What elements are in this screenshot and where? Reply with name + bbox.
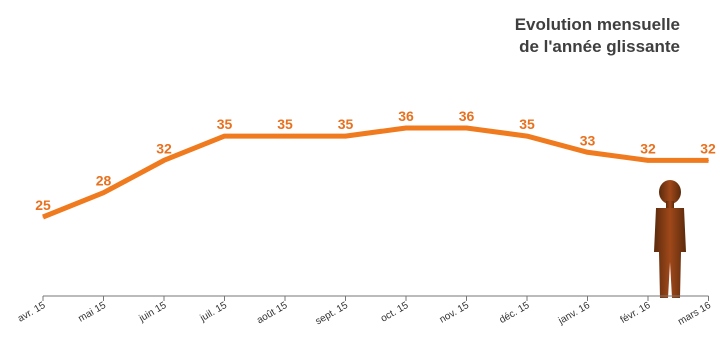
x-tick-label: févr. 16 (619, 300, 653, 326)
data-label: 32 (700, 140, 716, 156)
data-point (708, 159, 709, 161)
data-point (163, 159, 165, 161)
x-tick-label: oct. 15 (379, 300, 411, 325)
x-tick-label: nov. 15 (438, 300, 472, 326)
data-label: 32 (640, 140, 656, 156)
data-labels: 25 28 32 35 35 35 36 36 35 33 32 32 (35, 108, 716, 213)
chart-title: Evolution mensuelle de l'année glissante (515, 14, 680, 58)
data-label: 28 (96, 173, 112, 189)
data-label: 35 (338, 116, 354, 132)
data-label: 36 (398, 108, 414, 124)
data-label: 33 (580, 132, 596, 148)
data-point (587, 151, 588, 153)
person-silhouette-icon (654, 180, 686, 298)
data-label: 35 (217, 116, 233, 132)
chart-title-line-1: Evolution mensuelle (514, 15, 680, 34)
x-tick-label: avr. 15 (16, 300, 48, 325)
data-point (224, 135, 225, 137)
x-tick-label: mai 15 (77, 300, 109, 325)
x-tick-label: mars 16 (676, 300, 713, 328)
x-tick-label: janv. 16 (556, 300, 592, 327)
data-label: 25 (35, 197, 51, 213)
x-tick-label: déc. 15 (498, 300, 532, 326)
series-line-group (42, 125, 709, 220)
chart-title-line-2: de l'année glissante (519, 37, 680, 56)
x-tick-label: juin 15 (137, 300, 169, 325)
x-axis: avr. 15 mai 15 juin 15 juil. 15 août 15 sept.… (16, 295, 713, 328)
data-point (405, 127, 407, 129)
data-label: 36 (459, 108, 475, 124)
data-point (345, 135, 346, 137)
series-line (42, 125, 709, 220)
data-label: 32 (156, 140, 172, 156)
data-label: 35 (519, 116, 535, 132)
x-tick-label: juil. 15 (198, 300, 230, 325)
data-label: 35 (277, 116, 293, 132)
data-point (42, 216, 44, 218)
x-tick-label: août 15 (255, 300, 290, 326)
data-point (103, 192, 104, 194)
data-point (526, 135, 528, 137)
data-point (466, 127, 467, 129)
data-point (284, 135, 286, 137)
x-tick-label: sept. 15 (314, 300, 351, 328)
data-point (647, 159, 649, 161)
